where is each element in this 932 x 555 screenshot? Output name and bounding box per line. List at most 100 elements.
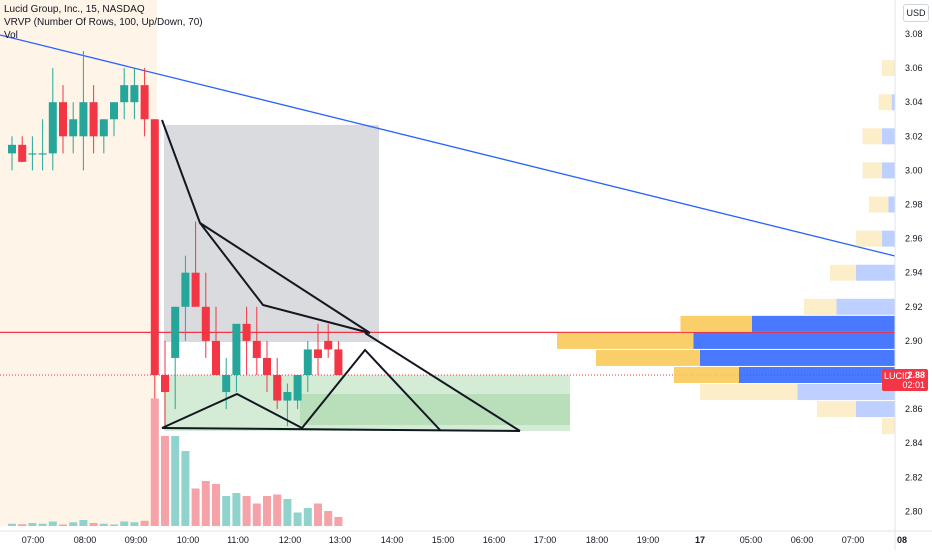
candle-body[interactable] <box>89 102 98 137</box>
volume-bar <box>48 521 57 526</box>
volume-profile-down-bar <box>882 162 895 179</box>
volume-bar <box>283 499 292 526</box>
candle-body[interactable] <box>181 272 190 307</box>
volume-profile-down-bar <box>856 264 895 281</box>
volume-bar <box>201 481 210 526</box>
x-tick-label: 06:00 <box>791 535 814 545</box>
volume-profile-down-bar <box>739 367 895 383</box>
volume-bar <box>334 517 343 526</box>
vrvp-indicator-label[interactable]: VRVP (Number Of Rows, 100, Up/Down, 70) <box>4 17 203 28</box>
candle-body[interactable] <box>140 85 149 120</box>
volume-bar <box>99 523 108 526</box>
volume-profile-up-bar <box>700 384 798 401</box>
volume-profile-down-bar <box>888 196 895 213</box>
pattern-drawing-line[interactable] <box>161 427 521 432</box>
volume-bar <box>8 523 16 526</box>
volume-bar <box>273 494 282 526</box>
candle-body[interactable] <box>293 375 302 401</box>
descending-trendline[interactable] <box>0 34 896 257</box>
y-tick-label: 2.96 <box>905 234 923 244</box>
pattern-drawing-line[interactable] <box>161 348 441 431</box>
pattern-drawing-line[interactable] <box>364 332 521 432</box>
volume-bar <box>120 521 129 526</box>
volume-bar <box>232 493 241 526</box>
volume-profile-up-bar <box>674 367 739 383</box>
x-tick-label: 16:00 <box>483 535 506 545</box>
candle-body[interactable] <box>48 102 57 154</box>
candle-body[interactable] <box>130 85 139 103</box>
volume-profile-up-bar <box>862 162 882 179</box>
volume-profile-up-bar <box>882 60 895 77</box>
candle-body[interactable] <box>18 144 27 162</box>
volume-profile-down-bar <box>882 128 895 145</box>
target-zone-inner <box>300 394 570 425</box>
candle-body[interactable] <box>222 375 231 393</box>
candle-body[interactable] <box>242 323 251 341</box>
candle-body[interactable] <box>263 357 271 375</box>
volume-profile-up-bar <box>862 128 882 145</box>
y-tick-label: 2.92 <box>905 302 923 312</box>
volume-bar <box>212 484 220 526</box>
volume-bar <box>28 523 37 526</box>
volume-bar <box>324 511 333 526</box>
candle-body[interactable] <box>201 306 210 341</box>
candle-body[interactable] <box>273 375 282 401</box>
candle-body[interactable] <box>69 119 78 137</box>
candle-body[interactable] <box>314 349 322 358</box>
candle-body[interactable] <box>161 375 169 393</box>
volume-bar <box>222 496 231 526</box>
x-tick-label: 10:00 <box>177 535 200 545</box>
y-tick-label: 3.06 <box>905 63 923 73</box>
volume-bar <box>38 523 47 526</box>
candle-body[interactable] <box>334 349 343 375</box>
volume-profile-down-bar <box>752 315 895 332</box>
volume-profile-down-bar <box>693 332 895 349</box>
volume-bar <box>59 524 67 526</box>
price-tag-countdown: 02:01 <box>902 380 925 390</box>
candle-body[interactable] <box>171 306 180 358</box>
candle-body[interactable] <box>28 153 37 155</box>
volume-bar <box>110 524 118 526</box>
volume-bar <box>150 398 159 526</box>
volume-bar <box>171 436 180 526</box>
y-tick-label: 2.90 <box>905 336 923 346</box>
y-tick-label: 3.02 <box>905 131 923 141</box>
candle-body[interactable] <box>110 102 118 120</box>
volume-bar <box>18 524 27 526</box>
x-tick-label: 15:00 <box>432 535 455 545</box>
volume-bar <box>140 520 149 526</box>
x-tick-label: 14:00 <box>381 535 404 545</box>
candle-body[interactable] <box>79 102 88 137</box>
pattern-drawing-line[interactable] <box>199 222 371 334</box>
volume-profile-down-bar <box>891 94 895 111</box>
x-tick-label: 05:00 <box>740 535 763 545</box>
price-range-box[interactable] <box>164 125 379 342</box>
candle-body[interactable] <box>59 102 67 137</box>
volume-bar <box>69 522 78 526</box>
currency-button[interactable]: USD <box>903 4 929 22</box>
candle-body[interactable] <box>212 340 220 375</box>
pattern-drawing-line[interactable] <box>161 119 371 334</box>
x-tick-label: 11:00 <box>227 535 249 545</box>
x-tick-label: 19:00 <box>637 535 660 545</box>
candle-body[interactable] <box>324 340 333 350</box>
candle-body[interactable] <box>232 323 241 375</box>
candle-body[interactable] <box>38 153 47 155</box>
volume-profile-down-bar <box>836 298 895 315</box>
last-price-tag: LUCID 2.88 02:01 <box>882 369 928 391</box>
y-tick-label: 2.80 <box>905 506 923 516</box>
candle-body[interactable] <box>303 349 312 375</box>
symbol-title[interactable]: Lucid Group, Inc., 15, NASDAQ <box>4 4 145 15</box>
candle-body[interactable] <box>99 119 108 137</box>
y-tick-label: 2.86 <box>905 404 923 414</box>
candle-body[interactable] <box>150 119 159 375</box>
candle-body[interactable] <box>8 144 16 154</box>
candle-body[interactable] <box>191 272 200 307</box>
volume-indicator-label[interactable]: Vol <box>4 30 18 41</box>
candle-body[interactable] <box>252 340 261 358</box>
candle-body[interactable] <box>120 85 129 103</box>
candle-body[interactable] <box>283 392 292 401</box>
x-tick-label: 07:00 <box>22 535 45 545</box>
